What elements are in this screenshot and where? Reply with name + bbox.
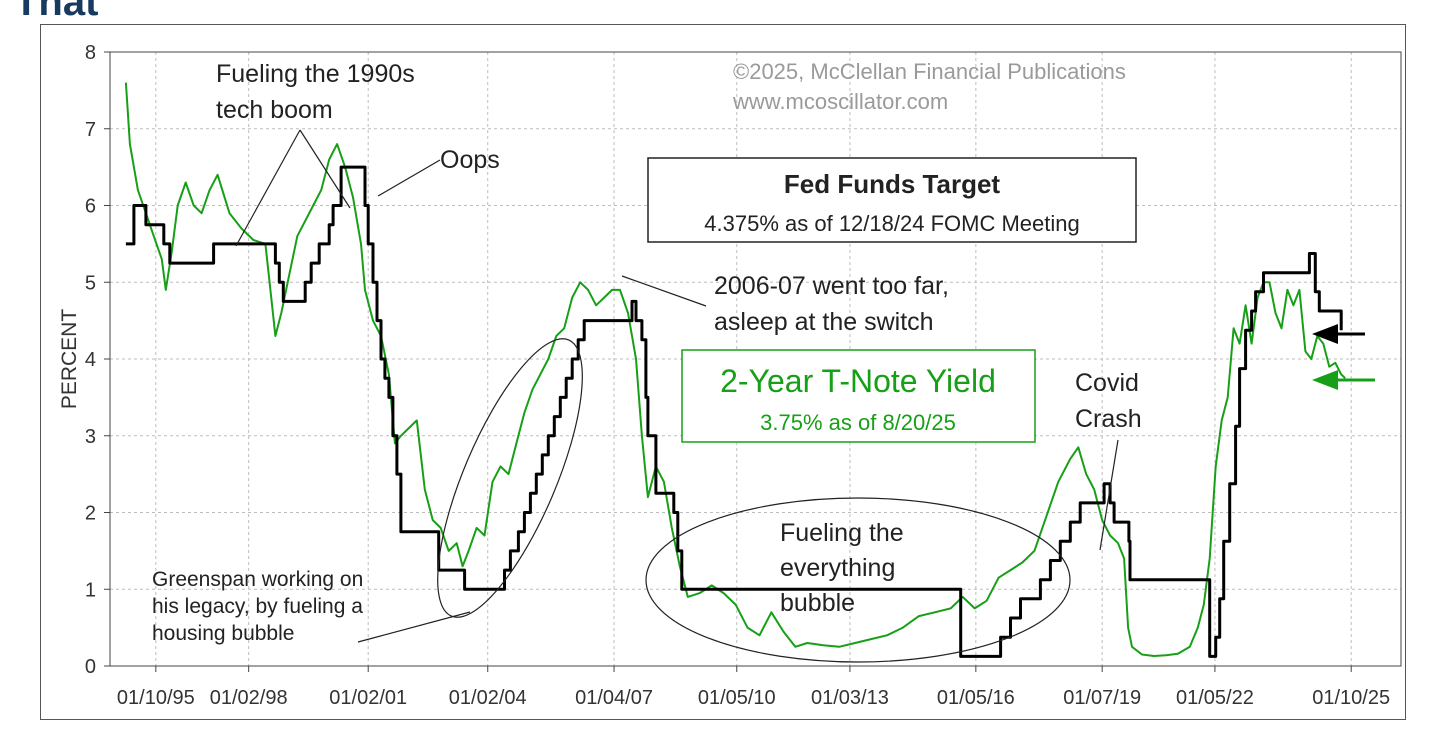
y-tick-label: 3 xyxy=(85,426,96,448)
ellipse-housing-bubble xyxy=(437,338,583,618)
ellipse-everything-bubble xyxy=(645,497,1071,663)
x-tick-label: 01/10/25 xyxy=(1312,687,1390,709)
series-group xyxy=(124,82,1346,658)
x-tick-label: 01/02/04 xyxy=(449,687,527,709)
y-tick-label: 6 xyxy=(85,196,96,218)
y-axis-label: PERCENT xyxy=(58,309,81,410)
annotation-went-too-far-line1: 2006-07 went too far, xyxy=(714,272,949,300)
yield-box-subtitle: 3.75% as of 8/20/25 xyxy=(760,410,956,435)
leader-line-went-too-far xyxy=(621,275,707,307)
y-tick-label: 4 xyxy=(85,349,96,371)
y-tick-label: 7 xyxy=(85,119,96,141)
page-heading: That xyxy=(14,0,99,24)
annotation-went-too-far-line2: asleep at the switch xyxy=(714,308,934,336)
annotation-everything-line3: bubble xyxy=(780,589,855,617)
two-year-yield-line xyxy=(124,82,1346,657)
annotation-greenspan-line3: housing bubble xyxy=(152,622,294,645)
y-tick-label: 2 xyxy=(85,503,96,525)
leader-line-1990s-a xyxy=(235,129,301,247)
fed-funds-box xyxy=(647,157,1137,243)
copyright-url: www.mcoscillator.com xyxy=(732,89,948,114)
x-tick-label: 01/04/07 xyxy=(575,687,653,709)
yield-box-title: 2-Year T-Note Yield xyxy=(720,363,996,399)
annotation-greenspan-line2: his legacy, by fueling a xyxy=(152,595,363,618)
annotation-covid-line1: Covid xyxy=(1075,369,1139,397)
y-tick-label: 1 xyxy=(85,579,96,601)
grid xyxy=(110,52,1401,666)
y-tick-label: 8 xyxy=(85,42,96,64)
x-tick-label: 01/05/22 xyxy=(1176,687,1254,709)
annotation-fueling-1990s-line2: tech boom xyxy=(216,96,333,124)
x-tick-label: 01/10/95 xyxy=(117,687,195,709)
x-axis: 01/10/95 01/02/98 01/02/01 01/02/04 01/04/07… xyxy=(117,666,1390,709)
copyright-text: ©2025, McClellan Financial Publications xyxy=(733,59,1126,84)
yield-box xyxy=(681,349,1036,443)
x-tick-label: 01/05/10 xyxy=(698,687,776,709)
leader-line-oops xyxy=(377,159,441,197)
leader-line-covid xyxy=(1099,439,1119,551)
annotation-oops: Oops xyxy=(440,146,500,174)
annotation-everything-line1: Fueling the xyxy=(780,519,904,547)
fed-funds-line xyxy=(125,165,1343,658)
x-tick-label: 01/02/01 xyxy=(329,687,407,709)
fed-funds-box-subtitle: 4.375% as of 12/18/24 FOMC Meeting xyxy=(704,211,1079,236)
annotation-fueling-1990s-line1: Fueling the 1990s xyxy=(216,60,415,88)
annotation-everything-line2: everything xyxy=(780,554,895,582)
annotation-covid-line2: Crash xyxy=(1075,405,1142,433)
leader-line-1990s-b xyxy=(299,129,351,209)
x-tick-label: 01/02/98 xyxy=(210,687,288,709)
leader-line-greenspan xyxy=(357,611,471,643)
x-tick-label: 01/03/13 xyxy=(811,687,889,709)
fed-funds-box-title: Fed Funds Target xyxy=(784,169,1001,199)
y-tick-label: 0 xyxy=(85,656,96,678)
x-tick-label: 01/05/16 xyxy=(937,687,1015,709)
yield-arrow xyxy=(1312,370,1375,390)
y-tick-label: 5 xyxy=(85,272,96,294)
y-axis: 0 1 2 3 4 5 6 7 8 xyxy=(85,42,110,678)
fed-funds-arrow xyxy=(1312,324,1365,344)
annotation-greenspan-line1: Greenspan working on xyxy=(152,568,363,591)
x-tick-label: 01/07/19 xyxy=(1063,687,1141,709)
